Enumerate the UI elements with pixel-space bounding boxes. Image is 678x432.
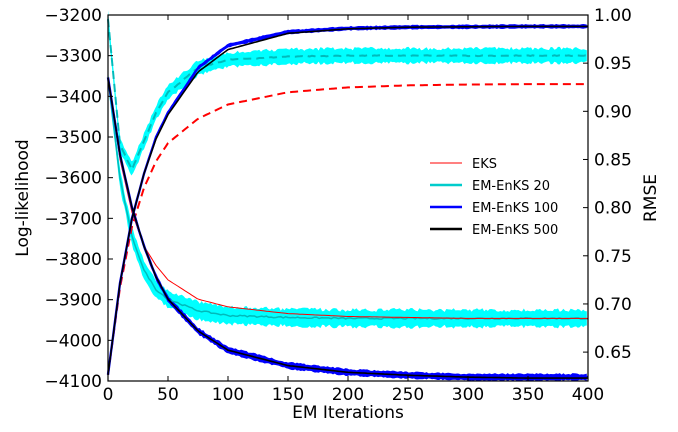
line-em-enks-500-rmse bbox=[107, 77, 588, 379]
series-lines bbox=[106, 19, 589, 379]
x-tick-label: 200 bbox=[332, 385, 364, 405]
legend-label: EM-EnKS 500 bbox=[472, 223, 558, 238]
y-left-tick-label: −4000 bbox=[44, 331, 102, 351]
y-right-tick-label: 0.85 bbox=[594, 150, 632, 170]
legend-label: EM-EnKS 100 bbox=[472, 201, 558, 216]
y-left-tick-label: −3800 bbox=[44, 250, 102, 270]
y-right-tick-label: 0.75 bbox=[594, 247, 632, 267]
y-left-tick-label: −3900 bbox=[44, 291, 102, 311]
band-em-enks-20-rmse bbox=[108, 71, 587, 329]
y-left-tick-label: −4100 bbox=[44, 372, 102, 392]
y-right-tick-label: 1.00 bbox=[594, 6, 632, 26]
y-right-tick-label: 0.65 bbox=[594, 343, 632, 363]
x-tick-label: 150 bbox=[272, 385, 304, 405]
legend: EKS EM-EnKS 20 EM-EnKS 100 EM-EnKS 500 bbox=[430, 157, 558, 238]
band-em-enks-20-loglik bbox=[108, 10, 587, 176]
line-em-enks-20-loglik bbox=[107, 19, 589, 173]
x-tick-label: 400 bbox=[572, 385, 604, 405]
y-right-tick-label: 0.90 bbox=[594, 102, 632, 122]
line-em-enks-500-loglik bbox=[107, 25, 588, 376]
x-axis-title: EM Iterations bbox=[292, 403, 404, 423]
x-tick-label: 300 bbox=[452, 385, 484, 405]
y-left-tick-label: −3700 bbox=[44, 209, 102, 229]
line-em-enks-20-rmse bbox=[107, 77, 589, 320]
line-eks-rmse bbox=[107, 77, 588, 319]
legend-label: EM-EnKS 20 bbox=[472, 179, 550, 194]
y-axis-right: 1.00 0.95 0.90 0.85 0.80 0.75 0.70 0.65 bbox=[583, 6, 632, 363]
y-left-tick-label: −3500 bbox=[44, 128, 102, 148]
uncertainty-bands bbox=[108, 10, 587, 382]
y-right-tick-label: 0.80 bbox=[594, 199, 632, 219]
y-axis-left: −3200 −3300 −3400 −3500 −3600 −3700 −3800 −3900… bbox=[44, 6, 113, 392]
y-right-tick-label: 0.70 bbox=[594, 295, 632, 315]
x-axis: 0 50 100 150 200 250 300 350 400 bbox=[103, 15, 604, 405]
y-axis-left-title: Log-likelihood bbox=[13, 139, 33, 256]
x-tick-label: 250 bbox=[392, 385, 424, 405]
x-tick-label: 0 bbox=[103, 385, 114, 405]
y-left-tick-label: −3400 bbox=[44, 87, 102, 107]
y-right-tick-label: 0.95 bbox=[594, 54, 632, 74]
y-axis-right-title: RMSE bbox=[641, 174, 661, 222]
y-left-tick-label: −3200 bbox=[44, 6, 102, 26]
line-eks-loglik bbox=[107, 83, 588, 376]
legend-label: EKS bbox=[472, 157, 497, 172]
x-tick-label: 50 bbox=[157, 385, 179, 405]
y-left-tick-label: −3300 bbox=[44, 47, 102, 67]
x-tick-label: 100 bbox=[212, 385, 244, 405]
y-left-tick-label: −3600 bbox=[44, 169, 102, 189]
x-tick-label: 350 bbox=[512, 385, 544, 405]
